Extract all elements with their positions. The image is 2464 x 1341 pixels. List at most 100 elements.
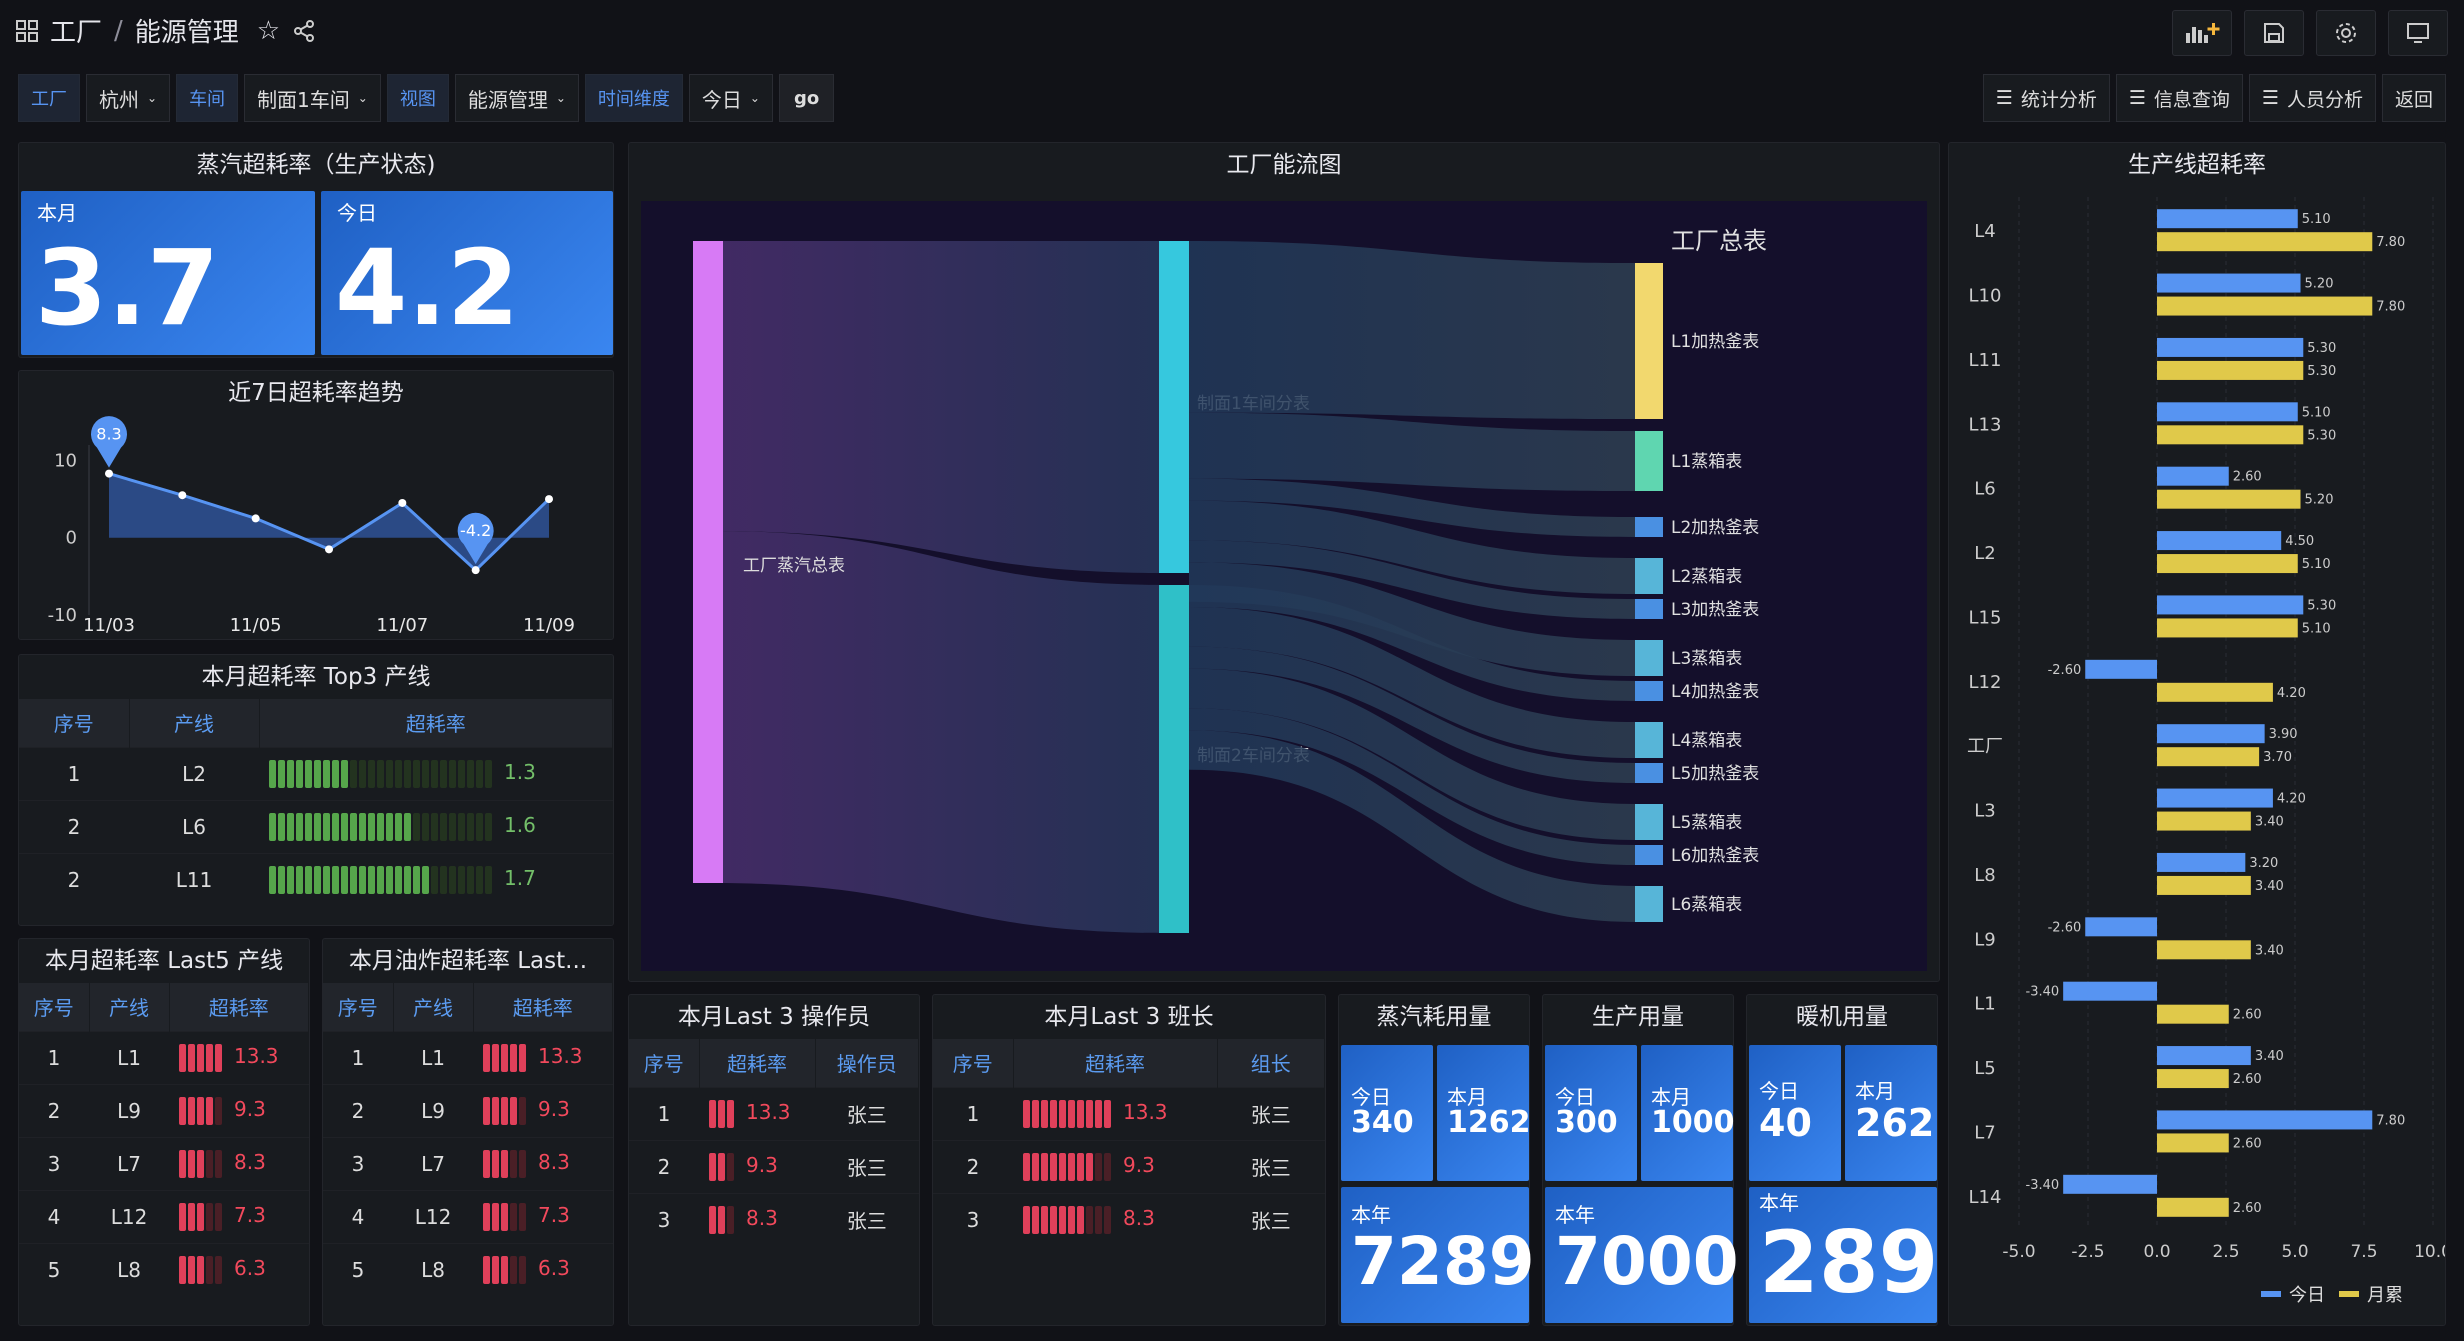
y-tick-label: L2 <box>1974 543 1995 564</box>
line-cell: L9 <box>89 1083 169 1137</box>
rate-cell: 1.3 <box>259 746 613 800</box>
stat-label: 今日 <box>1759 1079 1799 1103</box>
variable-label-time: 时间维度 <box>584 74 683 122</box>
star-icon[interactable]: ☆ <box>256 15 281 46</box>
variable-select-factory[interactable]: 杭州 ⌄ <box>86 74 171 122</box>
table-row[interactable]: 2 L9 9.3 <box>323 1083 613 1137</box>
add-panel-button[interactable] <box>2172 10 2232 56</box>
page-title[interactable]: 能源管理 <box>134 18 239 48</box>
table-row[interactable]: 1 L2 1.3 <box>19 746 613 800</box>
table-row[interactable]: 2 9.3 张三 <box>629 1139 919 1193</box>
variable-select-time[interactable]: 今日 ⌄ <box>688 74 773 122</box>
node-target <box>1635 886 1663 922</box>
panel-title: 本月超耗率 Top3 产线 <box>201 664 431 690</box>
rate-value: 9.3 <box>746 1153 778 1177</box>
col-header[interactable]: 超耗率 <box>1013 1039 1218 1087</box>
table-row[interactable]: 2 9.3 张三 <box>933 1139 1325 1193</box>
stat-value: 4.2 <box>335 227 520 349</box>
name-cell: 张三 <box>1217 1192 1325 1246</box>
y-tick-label: L13 <box>1969 414 2002 435</box>
y-tick-label: 工厂 <box>1967 736 2003 757</box>
x-tick-label: 5.0 <box>2281 1242 2308 1262</box>
node-label: 工厂蒸汽总表 <box>743 556 845 576</box>
table-row[interactable]: 5 L8 6.3 <box>323 1242 613 1296</box>
link-back[interactable]: 返回 <box>2381 74 2446 122</box>
line-cell-text: L1 <box>117 1045 141 1070</box>
table-row[interactable]: 1 13.3 张三 <box>629 1086 919 1140</box>
variable-select-view[interactable]: 能源管理 ⌄ <box>454 74 579 122</box>
table-row[interactable]: 3 8.3 张三 <box>933 1192 1325 1246</box>
stat-value: 1262 <box>1447 1105 1531 1140</box>
share-icon[interactable] <box>292 19 316 43</box>
rate-cell: 9.3 <box>699 1139 815 1193</box>
link-personnel[interactable]: ☰ 人员分析 <box>2248 74 2376 122</box>
bar-value-label: 4.20 <box>2277 686 2306 701</box>
bar-value-label: 3.70 <box>2263 750 2292 765</box>
view-mode-button[interactable] <box>2388 10 2448 56</box>
stat-value: 1000 <box>1651 1105 1735 1140</box>
leaders-panel: 本月Last 3 班长 序号 超耗率 组长 1 13.3 张三 2 9.3 张三 3 8.3 张… <box>932 994 1326 1326</box>
bar-gauge <box>483 1149 526 1178</box>
table-row[interactable]: 2 L9 9.3 <box>19 1083 309 1137</box>
no-cell-text: 2 <box>67 867 81 892</box>
table-row[interactable]: 1 L1 13.3 <box>323 1030 613 1084</box>
col-header[interactable]: 序号 <box>933 1039 1014 1087</box>
line-cell: L8 <box>393 1242 473 1296</box>
line-cell: L12 <box>89 1189 169 1243</box>
table-row[interactable]: 5 L8 6.3 <box>19 1242 309 1296</box>
save-dashboard-button[interactable] <box>2244 10 2304 56</box>
breadcrumb-parent[interactable]: 工厂 <box>50 18 103 48</box>
no-cell-text: 2 <box>47 1098 61 1123</box>
rate-cell: 13.3 <box>699 1086 815 1140</box>
col-header[interactable]: 超耗率 <box>699 1039 816 1087</box>
bar-value-label: 5.20 <box>2305 493 2334 508</box>
go-button[interactable]: go <box>778 74 835 122</box>
flow-band <box>1189 500 1635 594</box>
table-row[interactable]: 3 8.3 张三 <box>629 1192 919 1246</box>
col-header[interactable]: 产线 <box>129 699 260 747</box>
col-header[interactable]: 超耗率 <box>259 699 613 747</box>
variable-select-workshop[interactable]: 制面1车间 ⌄ <box>244 74 381 122</box>
link-statistics[interactable]: ☰ 统计分析 <box>1982 74 2110 122</box>
trend-point <box>178 491 187 500</box>
operators-table: 序号 超耗率 操作员 1 13.3 张三 2 9.3 张三 3 8.3 张三 <box>629 1039 919 1246</box>
rate-cell: 8.3 <box>1013 1192 1217 1246</box>
col-header[interactable]: 产线 <box>89 983 170 1031</box>
rate-value: 13.3 <box>1123 1100 1168 1124</box>
production-usage-panel: 生产用量 今日 300 本月 1000 本年 7000 <box>1542 994 1739 1326</box>
col-header[interactable]: 序号 <box>19 699 130 747</box>
line-overconsumption-panel: 生产线超耗率 -5.0 -2.5 0.0 2.5 5.0 7.5 10.0 L4 5.10 7.8… <box>1948 142 2446 1326</box>
table-row[interactable]: 3 L7 8.3 <box>323 1136 613 1190</box>
bar-value-label: 5.10 <box>2302 212 2331 227</box>
marker-pin <box>90 416 127 468</box>
col-header[interactable]: 序号 <box>19 983 90 1031</box>
table-row[interactable]: 3 L7 8.3 <box>19 1136 309 1190</box>
col-header[interactable]: 序号 <box>629 1039 700 1087</box>
table-row[interactable]: 4 L12 7.3 <box>19 1189 309 1243</box>
no-cell: 1 <box>19 1030 89 1084</box>
settings-button[interactable] <box>2316 10 2376 56</box>
col-header[interactable]: 产线 <box>393 983 474 1031</box>
bar-gauge <box>709 1152 734 1181</box>
legend-label: 月累 <box>2367 1285 2403 1306</box>
col-header[interactable]: 操作员 <box>815 1039 919 1087</box>
bar-gauge <box>1023 1152 1111 1181</box>
table-row[interactable]: 2 L11 1.7 <box>19 852 613 906</box>
bar-value-label: 2.60 <box>2233 1201 2262 1216</box>
col-header[interactable]: 超耗率 <box>169 983 309 1031</box>
trend-point <box>325 545 333 554</box>
line-cell: L9 <box>393 1083 473 1137</box>
table-row[interactable]: 2 L6 1.6 <box>19 799 613 853</box>
stat-value: 7289 <box>1351 1223 1535 1300</box>
link-info-query[interactable]: ☰ 信息查询 <box>2115 74 2243 122</box>
table-row[interactable]: 4 L12 7.3 <box>323 1189 613 1243</box>
bar <box>2157 489 2301 509</box>
dashboards-grid-icon[interactable] <box>16 19 38 42</box>
table-row[interactable]: 1 L1 13.3 <box>19 1030 309 1084</box>
line-cell-text: L12 <box>414 1204 452 1229</box>
bar-gauge <box>1023 1099 1111 1128</box>
table-row[interactable]: 1 13.3 张三 <box>933 1086 1325 1140</box>
col-header[interactable]: 序号 <box>323 983 394 1031</box>
col-header[interactable]: 组长 <box>1217 1039 1325 1087</box>
col-header[interactable]: 超耗率 <box>473 983 613 1031</box>
